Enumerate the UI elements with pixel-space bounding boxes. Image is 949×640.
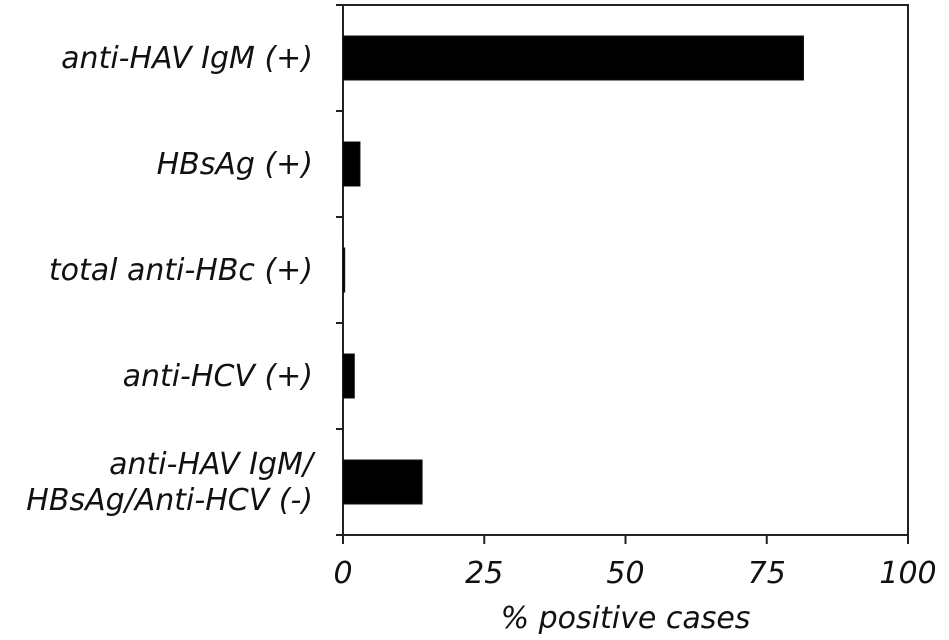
bar: [342, 247, 346, 293]
x-axis-ticks: [342, 535, 909, 544]
category-label: anti-HAV IgM (+): [61, 41, 313, 76]
category-label: HBsAg (+): [157, 147, 313, 182]
bar: [342, 459, 423, 505]
plot-frame: [342, 4, 909, 536]
x-tick-label: 0: [333, 556, 352, 591]
bar: [342, 353, 355, 399]
bar: [342, 141, 361, 187]
bar: [342, 35, 804, 81]
y-axis-ticks: [336, 4, 343, 536]
bars: [342, 35, 804, 505]
x-tick-label: 100: [879, 556, 936, 591]
category-label: anti-HAV IgM/: [109, 447, 316, 482]
category-labels: anti-HAV IgM (+) HBsAg (+) total anti-HBc …: [26, 41, 316, 518]
category-label: anti-HCV (+): [123, 359, 313, 394]
plot-border: [342, 4, 909, 536]
x-tick-label: 50: [606, 556, 644, 591]
category-label: HBsAg/Anti-HCV (-): [26, 483, 313, 518]
x-tick-label: 25: [465, 556, 503, 591]
x-tick-label: 75: [748, 556, 786, 591]
x-tick-labels: 0 25 50 75 100: [333, 556, 936, 591]
category-label: total anti-HBc (+): [49, 253, 313, 288]
x-axis-label: % positive cases: [501, 601, 751, 636]
